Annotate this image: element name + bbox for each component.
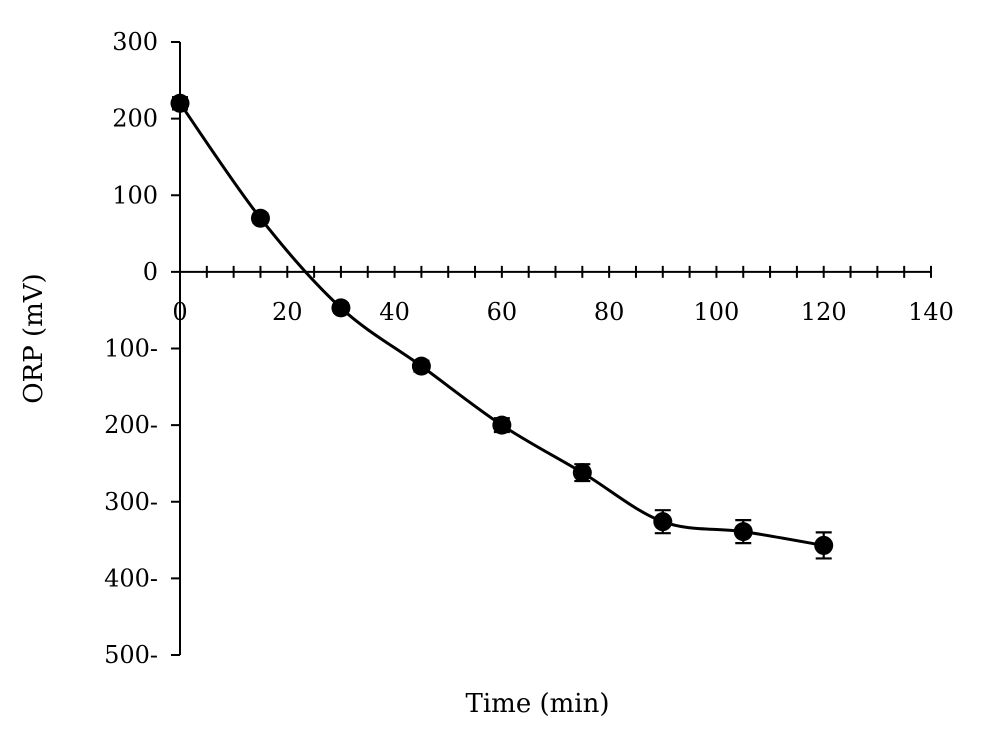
x-axis-title: Time (min)	[466, 689, 610, 719]
y-ticks	[171, 41, 180, 656]
data-point	[411, 356, 431, 376]
x-tick-label: 80	[594, 298, 625, 326]
y-tick-label: 300-	[104, 488, 158, 516]
y-tick-label: 100-	[104, 335, 158, 363]
y-tick-label: 200	[112, 105, 158, 133]
data-point	[331, 298, 351, 318]
data-point	[572, 463, 592, 483]
y-tick-label: 200-	[104, 411, 158, 439]
x-tick-label: 0	[172, 298, 187, 326]
x-tick-label: 20	[272, 298, 303, 326]
data-point	[492, 415, 512, 435]
x-tick-label: 40	[379, 298, 410, 326]
x-ticks	[179, 265, 932, 278]
x-tick-label: 120	[801, 298, 847, 326]
y-tick-label: 300	[112, 28, 158, 56]
y-tick-labels: 300 200 100 0 100- 200- 300- 400- 500-	[104, 28, 158, 669]
y-axis-title: ORP (mV)	[19, 273, 49, 403]
y-tick-label: 0	[143, 258, 158, 286]
x-tick-label: 140	[908, 298, 954, 326]
data-point	[814, 535, 834, 555]
data-point	[653, 512, 673, 532]
x-tick-labels: 0 20 40 60 80 100 120 140	[172, 298, 954, 326]
data-point	[733, 522, 753, 542]
y-tick-label: 100	[112, 181, 158, 209]
data-point	[250, 208, 270, 228]
y-tick-label: 400-	[104, 564, 158, 592]
x-tick-label: 60	[487, 298, 518, 326]
data-markers	[170, 93, 834, 555]
data-point	[170, 93, 190, 113]
y-tick-label: 500-	[104, 641, 158, 669]
axes: 300 200 100 0 100- 200- 300- 400- 500- 0 20 40 60 80…	[104, 28, 954, 669]
x-tick-label: 100	[694, 298, 740, 326]
error-bars	[172, 96, 832, 560]
